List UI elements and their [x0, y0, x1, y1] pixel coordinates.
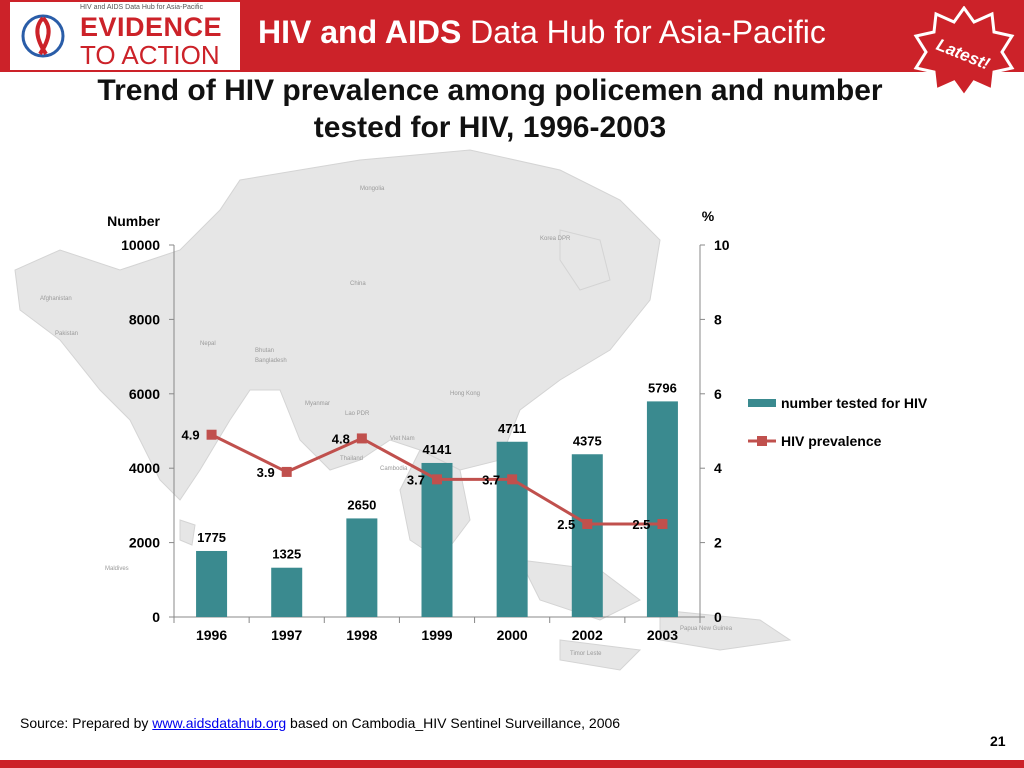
bar-data-label: 4375 — [573, 433, 602, 448]
line-data-label: 4.9 — [181, 428, 199, 443]
x-tick-label: 2003 — [647, 627, 678, 643]
legend-swatch-marker — [757, 436, 767, 446]
map-landmass-srilanka — [179, 519, 196, 546]
map-label: Viet Nam — [390, 436, 415, 442]
hub-title-bold: HIV and AIDS — [258, 14, 462, 50]
map-label: Maldives — [105, 566, 129, 572]
map-label: Afghanistan — [40, 296, 72, 302]
evidence-to-action-logo: HIV and AIDS Data Hub for Asia-Pacific E… — [10, 2, 240, 70]
hub-title: HIV and AIDS Data Hub for Asia-Pacific — [258, 14, 826, 51]
line-data-label: 3.7 — [482, 472, 500, 487]
y-left-tick-label: 10000 — [121, 237, 160, 253]
line-data-label: 3.9 — [257, 465, 275, 480]
bar-data-label: 1775 — [197, 530, 226, 545]
map-landmass-korea-japan — [559, 229, 611, 291]
slide-title-line2: tested for HIV, 1996-2003 — [313, 111, 667, 144]
source-link[interactable]: www.aidsdatahub.org — [152, 715, 287, 731]
line-data-label: 2.5 — [632, 517, 650, 532]
y-left-tick-label: 2000 — [129, 535, 160, 551]
y-right-tick-label: 2 — [714, 535, 722, 551]
x-tick-label: 2002 — [572, 627, 603, 643]
map-label: Bangladesh — [255, 358, 287, 364]
line-data-label: 3.7 — [407, 472, 425, 487]
x-tick-label: 1999 — [421, 627, 452, 643]
footer-bar — [0, 760, 1024, 768]
y-left-tick-label: 6000 — [129, 386, 160, 402]
map-label: Mongolia — [360, 186, 385, 192]
logo-evidence-text: EVIDENCE — [80, 12, 223, 42]
y-left-tick-label: 4000 — [129, 460, 160, 476]
line-marker-hiv-prevalence — [432, 474, 442, 485]
map-label: China — [350, 281, 366, 287]
y-right-tick-label: 10 — [714, 237, 730, 253]
y-left-axis-title: Number — [107, 213, 160, 229]
un-emblem-icon — [18, 6, 68, 66]
line-marker-hiv-prevalence — [281, 466, 292, 477]
map-label: Thailand — [340, 456, 363, 462]
source-suffix: based on Cambodia_HIV Sentinel Surveilla… — [286, 715, 621, 731]
map-label: Nepal — [200, 341, 216, 347]
slide-title-line1: Trend of HIV prevalence among policemen … — [97, 74, 883, 107]
bar-data-label: 5796 — [648, 380, 677, 395]
map-label: Hong Kong — [450, 391, 480, 397]
bar-data-label: 4141 — [423, 442, 452, 457]
x-tick-label: 1998 — [346, 627, 377, 643]
bar-number-tested — [646, 401, 678, 617]
map-label: Pakistan — [55, 331, 78, 337]
map-label: Bhutan — [255, 348, 274, 354]
y-right-tick-label: 6 — [714, 386, 722, 402]
legend-swatch-bar — [748, 399, 776, 407]
map-landmass-asia — [14, 149, 661, 501]
line-data-label: 2.5 — [557, 517, 575, 532]
y-left-tick-label: 8000 — [129, 311, 160, 327]
line-marker-hiv-prevalence — [657, 519, 668, 529]
x-tick-label: 1997 — [271, 627, 302, 643]
map-label: Lao PDR — [345, 411, 370, 417]
legend-label-bar: number tested for HIV — [781, 395, 928, 411]
map-label: Cambodia — [380, 466, 408, 472]
legend-label-line: HIV prevalence — [781, 433, 882, 449]
bar-number-tested — [496, 441, 528, 617]
bar-data-label: 4711 — [498, 421, 526, 436]
slide-title: Trend of HIV prevalence among policemen … — [40, 72, 940, 146]
logo-to-action-text: TO ACTION — [80, 40, 220, 70]
line-marker-hiv-prevalence — [356, 433, 367, 444]
starburst-icon — [913, 6, 1015, 98]
y-right-tick-label: 4 — [714, 460, 722, 476]
map-label: Korea DPR — [540, 236, 571, 242]
latest-badge: Latest! — [913, 6, 1015, 98]
bar-number-tested — [196, 550, 228, 617]
bar-data-label: 2650 — [347, 497, 376, 512]
bar-data-label: 1325 — [272, 547, 301, 562]
hub-title-rest: Data Hub for Asia-Pacific — [461, 14, 826, 50]
bar-number-tested — [271, 567, 303, 617]
y-right-tick-label: 8 — [714, 311, 722, 327]
map-label: Papua New Guinea — [680, 626, 733, 632]
bar-number-tested — [421, 462, 453, 617]
source-prefix: Source: Prepared by — [20, 715, 153, 731]
logo-caption: HIV and AIDS Data Hub for Asia-Pacific — [80, 4, 203, 11]
line-data-label: 4.8 — [332, 431, 350, 446]
map-label: Timor Leste — [570, 651, 602, 657]
y-left-tick-label: 0 — [152, 609, 160, 625]
bar-number-tested — [346, 518, 378, 617]
x-tick-label: 2000 — [497, 627, 528, 643]
x-tick-label: 1996 — [196, 627, 227, 643]
map-label: Myanmar — [305, 401, 330, 407]
line-marker-hiv-prevalence — [582, 519, 593, 529]
y-right-axis-title: % — [702, 208, 715, 224]
page-number: 21 — [990, 733, 1006, 749]
line-marker-hiv-prevalence — [206, 429, 217, 440]
line-marker-hiv-prevalence — [507, 474, 518, 485]
bar-number-tested — [571, 454, 603, 617]
y-right-tick-label: 0 — [714, 609, 722, 625]
source-note: Source: Prepared by www.aidsdatahub.org … — [20, 715, 620, 731]
